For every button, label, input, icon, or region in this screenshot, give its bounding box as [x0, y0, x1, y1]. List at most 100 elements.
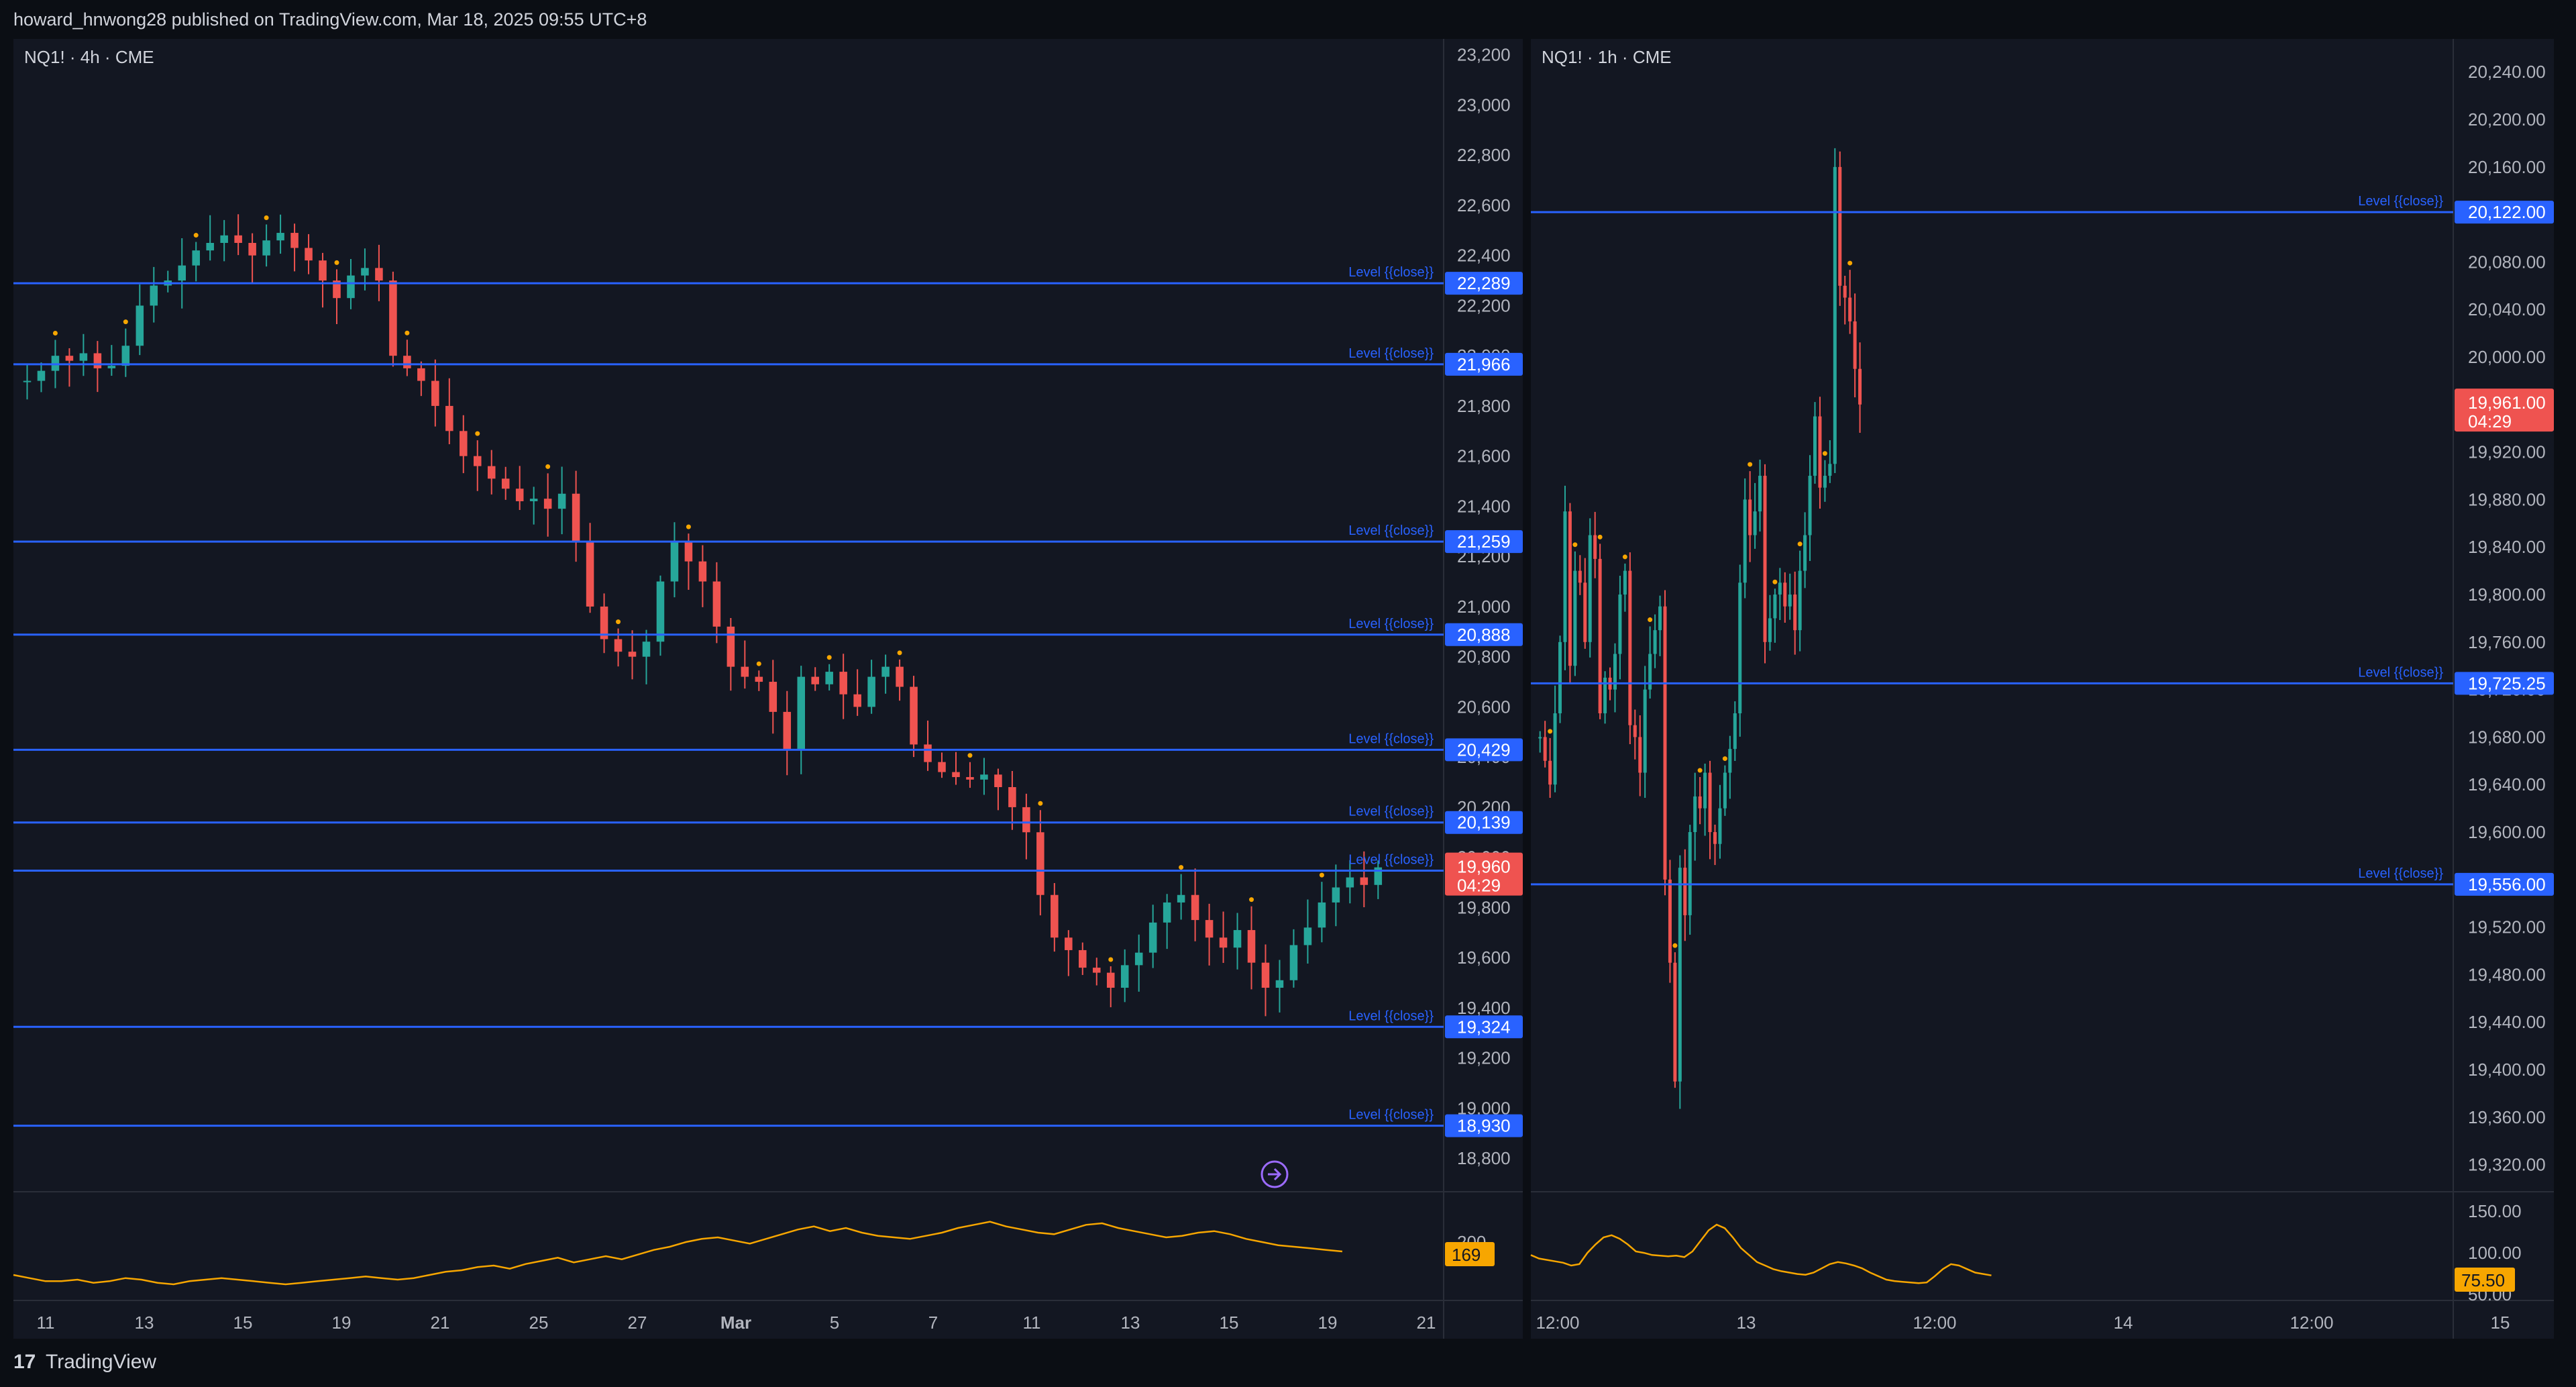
candle — [1697, 768, 1703, 825]
signal-dot — [1797, 542, 1803, 547]
candle-body — [1008, 787, 1016, 807]
candle — [248, 233, 256, 284]
candle-body — [1148, 922, 1157, 953]
scroll-to-realtime-button[interactable] — [1260, 1160, 1289, 1188]
candle — [1261, 944, 1270, 1017]
candle-body — [403, 356, 411, 368]
price-tick-label: 19,920.00 — [2468, 442, 2546, 462]
signal-dot — [1249, 897, 1254, 903]
time-axis: 11 13 15 19 21 25 27 Mar 5 7 11 13 15 19 21 — [37, 1313, 1436, 1333]
candle-body — [1838, 166, 1842, 286]
chart-pane-1h[interactable]: 20,240.0020,200.0020,160.0020,120.0020,0… — [1530, 39, 2576, 1339]
candle-body — [600, 606, 608, 639]
price-tick-label: 19,520.00 — [2468, 917, 2546, 937]
signal-dot — [826, 655, 832, 660]
candle-body — [1261, 962, 1270, 988]
candle — [1783, 572, 1787, 623]
candle-body — [938, 762, 946, 772]
candle — [980, 758, 988, 795]
candle — [375, 244, 383, 301]
level-line-text: Level {{close}} — [1348, 731, 1434, 746]
candle — [1036, 801, 1044, 916]
signal-dot — [897, 650, 902, 656]
candle-body — [1693, 796, 1697, 833]
candle-body — [1593, 535, 1597, 559]
brand-name: TradingView — [46, 1351, 157, 1373]
last-price-box — [1445, 852, 1523, 896]
candle-body — [276, 233, 284, 241]
level-price-badge — [1445, 1114, 1523, 1137]
candle-body — [966, 777, 974, 780]
candle — [853, 669, 861, 716]
candle-body — [1808, 476, 1812, 535]
candle-body — [1853, 321, 1857, 369]
price-tick-label: 23,200 — [1457, 45, 1511, 65]
candle — [1134, 934, 1143, 992]
candle — [910, 676, 918, 758]
signal-dot — [1597, 534, 1603, 540]
candle-body — [23, 380, 32, 382]
candle-body — [1743, 499, 1747, 583]
candle — [811, 667, 819, 691]
last-price-countdown: 04:29 — [2468, 411, 2512, 431]
time-tick-label: 12:00 — [1913, 1313, 1956, 1333]
candle — [417, 361, 425, 397]
price-tick-label: 19,800 — [1457, 897, 1511, 917]
candle — [1360, 851, 1368, 907]
price-tick-label: 19,400 — [1457, 998, 1511, 1018]
level-line-text: Level {{close}} — [1348, 1108, 1434, 1123]
candle-body — [1134, 952, 1143, 966]
signal-dot — [1847, 260, 1853, 266]
candle-body — [1598, 558, 1602, 714]
candle-body — [1219, 937, 1228, 948]
candle-body — [712, 581, 721, 627]
candle-body — [881, 666, 890, 677]
price-tick-label: 20,800 — [1457, 647, 1511, 667]
time-tick-label: 15 — [2491, 1313, 2510, 1333]
price-tick-label: 22,800 — [1457, 145, 1511, 165]
signal-dot — [1548, 729, 1553, 734]
tradingview-logo-icon[interactable]: 17 — [13, 1351, 36, 1373]
candle-body — [1748, 499, 1752, 535]
level-price-badge — [2455, 201, 2554, 224]
signal-dot — [123, 319, 128, 325]
candle — [1205, 903, 1214, 966]
candle — [1219, 911, 1228, 963]
signal-dot — [616, 619, 621, 625]
signal-dot — [686, 524, 691, 529]
price-tick-label: 21,600 — [1457, 446, 1511, 466]
candle-body — [1833, 166, 1837, 464]
candle — [1847, 260, 1853, 334]
candle — [1613, 643, 1617, 713]
candle — [1092, 958, 1101, 986]
candle — [1247, 897, 1256, 990]
signal-dot — [1572, 542, 1578, 548]
level-line: Level {{close}} 21,259 — [13, 523, 1523, 554]
level-lines: Level {{close}} 22,289 Level {{close}} 21,9… — [13, 265, 1523, 1137]
indicator-tick-label: 150.00 — [2468, 1201, 2522, 1221]
candle-body — [1703, 772, 1707, 809]
candle-body — [37, 370, 46, 381]
candle — [543, 464, 552, 537]
pane-background — [1531, 39, 2554, 1339]
chart-pane-4h[interactable]: 23,20023,00022,80022,60022,40022,20022,0… — [13, 39, 1523, 1339]
candle — [1593, 511, 1597, 578]
candle — [1813, 402, 1817, 484]
candle-body — [1673, 962, 1677, 1082]
candle — [473, 431, 482, 491]
candle-body — [1332, 887, 1340, 903]
candle — [938, 752, 946, 778]
candle — [1818, 397, 1822, 509]
price-tick-label: 21,400 — [1457, 496, 1511, 516]
level-price-badge — [2455, 872, 2554, 896]
signal-dot — [1772, 579, 1778, 584]
level-price-badge — [1445, 811, 1523, 834]
candle-body — [1573, 570, 1577, 666]
level-line: Level {{close}} 19,324 — [13, 1009, 1523, 1039]
candle-body — [1079, 949, 1087, 968]
candle — [333, 260, 341, 324]
level-line: Level {{close}} 18,930 — [13, 1108, 1523, 1137]
price-tick-label: 20,080.00 — [2468, 252, 2546, 272]
candle-body — [1558, 641, 1562, 714]
